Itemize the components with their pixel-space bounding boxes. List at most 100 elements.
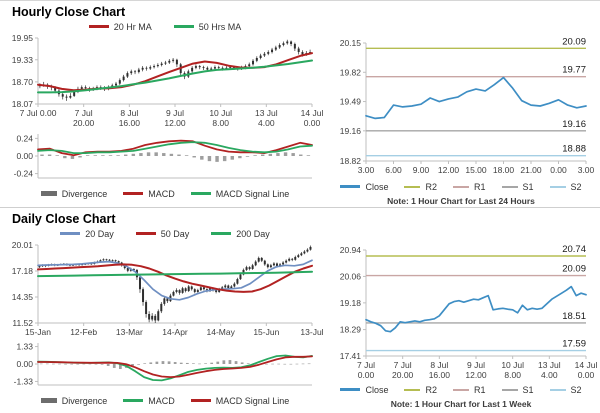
legend-item-macd: MACD <box>123 396 175 406</box>
svg-text:20.15: 20.15 <box>340 38 362 48</box>
legend-label: Divergence <box>61 188 108 199</box>
daily-macd-chart: -1.33 0.00 1.33 <box>14 342 313 386</box>
hourly-left-column: 20 Hr MA 50 Hrs MA 18.07 18.70 19.33 19.95 7… <box>4 19 326 206</box>
hourly-section: Hourly Close Chart 20 Hr MA 50 Hrs MA 18… <box>0 5 600 208</box>
legend-label: S1 <box>522 181 534 192</box>
svg-text:12.00: 12.00 <box>438 165 460 175</box>
svg-text:7 Jul: 7 Jul <box>75 108 93 118</box>
daily-macd-legend: Divergence MACD MACD Signal Line <box>4 393 326 408</box>
svg-text:0.00: 0.00 <box>16 151 33 161</box>
gray-bar-swatch-icon <box>40 191 57 196</box>
svg-text:12-Feb: 12-Feb <box>70 327 97 337</box>
red-line-swatch-icon <box>135 232 156 235</box>
red-line-swatch-icon <box>88 25 109 28</box>
section-title-hourly: Hourly Close Chart <box>12 5 126 19</box>
svg-text:16.00: 16.00 <box>119 118 141 128</box>
legend-item-divergence: Divergence <box>40 395 108 406</box>
rose-line-swatch-icon <box>452 185 469 188</box>
svg-text:13 Jul: 13 Jul <box>255 108 278 118</box>
blue-line-swatch-icon <box>340 185 361 188</box>
svg-text:20.00: 20.00 <box>73 118 95 128</box>
svg-text:18.29: 18.29 <box>340 325 362 335</box>
hourly-right-column: 18.82 19.16 19.49 19.82 20.15 3.00 6.00 9.00 12.… <box>326 31 596 206</box>
red-line-swatch-icon <box>190 399 211 402</box>
svg-text:10 Jul: 10 Jul <box>209 108 232 118</box>
svg-text:19.49: 19.49 <box>340 97 362 107</box>
legend-label: Divergence <box>61 395 108 406</box>
legend-label: S2 <box>570 181 582 192</box>
svg-text:8.00: 8.00 <box>504 370 521 380</box>
svg-text:-0.24: -0.24 <box>14 169 34 179</box>
legend-label: R2 <box>425 384 437 395</box>
svg-text:20.00: 20.00 <box>392 370 414 380</box>
legend-item-200day: 200 Day <box>211 229 270 239</box>
legend-item-macd-signal: MACD Signal Line <box>190 396 289 406</box>
legend-label: R1 <box>473 384 486 395</box>
legend-item-close: Close <box>340 182 388 192</box>
legend-item-divergence: Divergence <box>40 188 108 199</box>
green-line-swatch-icon <box>190 192 211 195</box>
daily-ma-legend: 20 Day 50 Day 200 Day <box>4 226 326 241</box>
legend-label: MACD Signal Line <box>215 188 290 199</box>
gray-bar-swatch-icon <box>40 398 57 403</box>
svg-text:13-Jul: 13-Jul <box>300 327 323 337</box>
svg-text:19.95: 19.95 <box>12 33 34 43</box>
svg-text:18.07: 18.07 <box>12 99 34 109</box>
legend-item-20day: 20 Day <box>60 229 114 239</box>
lightblue-line-swatch-icon <box>549 185 566 188</box>
lightblue-line-swatch-icon <box>549 388 566 391</box>
svg-text:19.16: 19.16 <box>340 126 362 136</box>
svg-text:20.94: 20.94 <box>340 245 362 255</box>
svg-text:20.09: 20.09 <box>562 264 586 275</box>
svg-text:9 Jul: 9 Jul <box>166 108 184 118</box>
legend-item-r2: R2 <box>404 182 437 192</box>
olive-line-swatch-icon <box>404 185 421 188</box>
svg-text:14-May: 14-May <box>206 327 235 337</box>
hourly-row: 20 Hr MA 50 Hrs MA 18.07 18.70 19.33 19.95 7… <box>0 19 600 207</box>
svg-text:-1.33: -1.33 <box>14 376 34 386</box>
svg-text:15.00: 15.00 <box>465 165 487 175</box>
daily-price-chart: 11.52 14.35 17.18 20.01 15-Jan 12-Feb 13-Mar 14… <box>12 240 324 337</box>
hourly-pivot-legend: Close R2 R1 S1 <box>326 179 596 194</box>
green-line-swatch-icon <box>123 399 144 402</box>
hourly-pivot-note: Note: 1 Hour Chart for Last 24 Hours <box>387 196 535 206</box>
rose-line-swatch-icon <box>452 388 469 391</box>
svg-text:18.51: 18.51 <box>562 311 586 322</box>
legend-item-50day: 50 Day <box>135 229 189 239</box>
blue-line-swatch-icon <box>60 232 81 235</box>
green-line-swatch-icon <box>173 25 194 28</box>
svg-text:17.41: 17.41 <box>340 351 362 361</box>
svg-text:8.00: 8.00 <box>212 118 229 128</box>
daily-pivot-note: Note: 1 Hour Chart for Last 1 Week <box>390 399 532 409</box>
legend-item-s2: S2 <box>549 181 582 192</box>
legend-item-macd: MACD <box>123 189 175 199</box>
blue-line-swatch-icon <box>340 388 361 391</box>
svg-text:6.00: 6.00 <box>385 165 402 175</box>
svg-text:18.88: 18.88 <box>562 144 586 155</box>
svg-text:1.33: 1.33 <box>16 342 33 352</box>
legend-item-r1: R1 <box>452 182 486 192</box>
red-line-swatch-icon <box>123 192 144 195</box>
legend-item-close: Close <box>340 385 388 395</box>
svg-text:0.00: 0.00 <box>550 165 567 175</box>
hourly-macd-chart: -0.24 0.00 0.24 <box>14 133 313 179</box>
svg-text:14-Apr: 14-Apr <box>162 327 188 337</box>
legend-label: Close <box>365 384 389 395</box>
legend-label: 50 Hrs MA <box>198 21 242 32</box>
svg-text:21.00: 21.00 <box>520 165 542 175</box>
svg-text:12.00: 12.00 <box>465 370 487 380</box>
svg-text:20.74: 20.74 <box>562 244 586 255</box>
hourly-price-chart: 18.07 18.70 19.33 19.95 7 Jul 0.00 7 Jul20.00… <box>12 33 324 128</box>
svg-text:0.00: 0.00 <box>16 359 33 369</box>
svg-text:17.59: 17.59 <box>562 339 586 350</box>
daily-row: 20 Day 50 Day 200 Day 11.52 14.35 17.18 20.… <box>0 226 600 410</box>
legend-item-50hr-ma: 50 Hrs MA <box>173 21 242 32</box>
svg-text:8 Jul: 8 Jul <box>120 108 138 118</box>
legend-item-s2: S2 <box>549 385 582 395</box>
svg-text:10 Jul: 10 Jul <box>501 360 524 370</box>
svg-text:20.06: 20.06 <box>340 271 362 281</box>
svg-text:8 Jul: 8 Jul <box>430 360 448 370</box>
svg-text:11.52: 11.52 <box>12 318 33 328</box>
